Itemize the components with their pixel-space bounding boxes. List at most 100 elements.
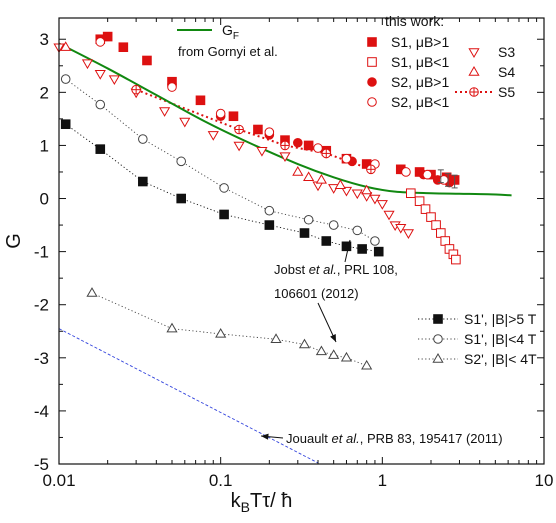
y-tick-label: 1 (40, 136, 49, 155)
arrow-jobst-down (317, 302, 337, 343)
y-tick-label: -3 (34, 349, 49, 368)
legend-label-s1-b-5-t: S1', |B|>5 T (464, 311, 537, 327)
data-point-s1-b-1 (253, 124, 263, 135)
legend-marker-s1-b-1 (367, 57, 377, 67)
legend-label-s2-b-1: S2, μB<1 (391, 94, 449, 110)
data-point-s3 (207, 131, 219, 141)
data-point-s4 (334, 179, 346, 189)
annotations: from Gornyi et al. Jobst et al., PRL 108,… (178, 44, 503, 446)
data-point-s3 (179, 117, 191, 128)
data-point-s1-b-1 (451, 254, 461, 265)
data-point-s1-b-5-t (357, 244, 367, 254)
data-point-s2-b-1 (293, 137, 303, 148)
data-point-s4 (60, 41, 72, 51)
data-point-s3 (383, 210, 395, 221)
y-tick-label: -4 (34, 402, 49, 421)
x-axis-title: kBTτ/ ħ (231, 490, 293, 515)
series-line-s1-b-4-t (65, 78, 376, 242)
plot-frame (58, 17, 545, 465)
annotation-jobst-line1: Jobst et al., PRL 108, (274, 262, 398, 277)
data-point-s1-b-1 (414, 196, 425, 206)
data-point-s1-b-5-t (176, 193, 186, 204)
data-point-s1-b-5-t (60, 119, 71, 129)
data-point-s2-b-4t (361, 359, 373, 370)
legend: GF this work: S1, μB>1 S1, μB<1 S2, μB>1 S2, … (177, 13, 537, 367)
data-point-s2-b-4t (340, 351, 353, 362)
legend-label-s3: S3 (498, 44, 515, 60)
data-point-s5 (234, 124, 244, 135)
data-point-s3 (351, 189, 363, 200)
data-point-s2-b-1 (167, 82, 177, 92)
y-tick-label: -2 (34, 296, 49, 315)
data-point-s2-b-1 (401, 167, 411, 177)
data-point-s1-b-5-t (219, 209, 229, 220)
data-point-s1-b-1 (440, 236, 451, 246)
legend-label-gf: GF (222, 22, 239, 42)
data-point-s3 (159, 107, 171, 117)
data-point-s2-b-1 (341, 153, 352, 164)
data-point-s4 (361, 184, 373, 195)
series-line-s5 (135, 88, 372, 171)
data-point-s3 (369, 194, 381, 205)
legend-marker-s1-b-1 (367, 37, 377, 47)
data-point-s5 (321, 148, 332, 159)
data-markers (53, 31, 461, 370)
data-point-s3 (340, 186, 353, 197)
data-point-s4 (315, 173, 328, 184)
data-point-s3 (376, 200, 388, 210)
series-line-jouault (58, 328, 319, 464)
annotation-jobst-line2: 106601 (2012) (274, 286, 359, 301)
legend-label-s1-b-1: S1, μB<1 (391, 54, 449, 70)
data-point-s5 (366, 164, 376, 175)
data-point-s2-b-1 (422, 169, 433, 180)
data-point-s2-b-4t (166, 322, 178, 333)
legend-marker-s2-b-1 (367, 97, 377, 107)
data-point-s2-b-1 (313, 143, 323, 153)
data-point-s2-b-4t (86, 287, 98, 297)
legend-header: this work: (385, 13, 444, 29)
data-point-s1-b-1 (195, 95, 206, 106)
data-point-s5 (280, 140, 290, 151)
data-point-s3 (233, 141, 245, 152)
x-tick-label: 1 (378, 471, 387, 490)
y-tick-label: 3 (40, 30, 49, 49)
data-point-s1-b-1 (142, 55, 152, 66)
data-point-s1-b-1 (436, 228, 446, 238)
x-tick-label: 0.01 (42, 471, 75, 490)
data-point-s3 (108, 75, 120, 86)
data-point-s1-b-4-t (264, 205, 275, 216)
legend-marker-s1-b-5-t (433, 314, 443, 324)
data-point-s3 (395, 224, 407, 234)
annotation-gornyi: from Gornyi et al. (178, 44, 278, 59)
series-line-g-f (58, 42, 512, 197)
data-point-s1-b-4-t (176, 156, 186, 167)
data-point-s1-b-4-t (60, 74, 71, 84)
data-point-s1-b-4-t (328, 220, 339, 230)
legend-marker-s3 (468, 48, 480, 58)
arrow-jouault (260, 433, 284, 440)
data-point-s1-b-4-t (219, 183, 229, 193)
data-point-s2-b-1 (215, 108, 226, 119)
data-point-s1-b-4-t (138, 134, 148, 144)
data-point-s1-b-1 (420, 204, 431, 214)
legend-marker-s1-b-4-t (433, 334, 443, 344)
data-point-s3 (81, 59, 94, 70)
data-point-s1-b-5-t (95, 144, 106, 154)
data-point-s2-b-4t (298, 338, 311, 349)
data-point-s2-b-4t (315, 345, 328, 356)
y-axis-title: G (3, 233, 25, 249)
legend-label-s4: S4 (498, 64, 515, 80)
legend-marker-s5 (469, 87, 479, 97)
x-tick-label: 10 (535, 471, 554, 490)
data-point-s5 (131, 84, 141, 95)
data-point-s3 (402, 229, 415, 239)
x-tick-label: 0.1 (209, 471, 233, 490)
data-point-s1-b-4-t (303, 214, 314, 225)
data-point-s1-b-5-t (299, 228, 310, 238)
legend-label-s1-b-4-t: S1', |B|<4 T (464, 331, 537, 347)
legend-label-s5: S5 (498, 84, 515, 100)
data-point-s2-b-4t (328, 349, 340, 359)
data-point-s4 (292, 166, 304, 176)
